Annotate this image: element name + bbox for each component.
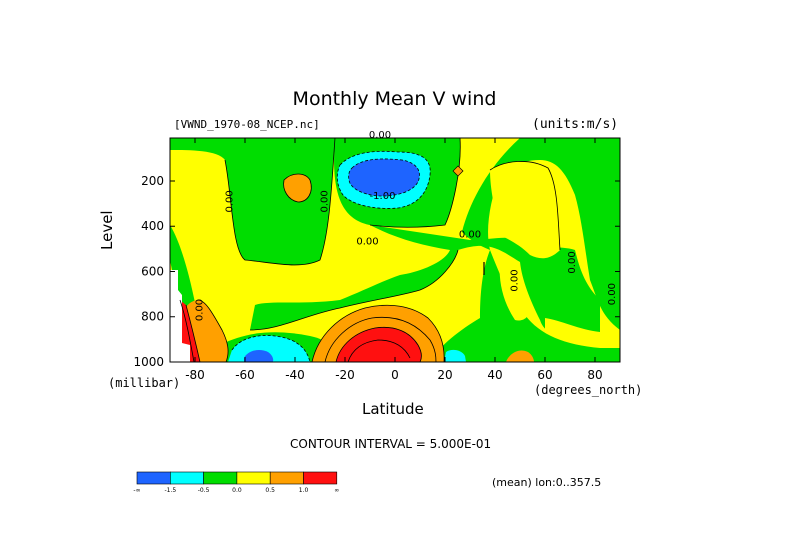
colorbar-label: -0.5 bbox=[198, 487, 210, 494]
colorbar: -∞ -1.5 -0.5 0.0 0.5 1.0 ∞ bbox=[133, 471, 339, 494]
contour-label: 0.00 bbox=[369, 130, 391, 141]
x-tick-label: -20 bbox=[335, 368, 355, 382]
colorbar-swatch bbox=[303, 471, 338, 485]
x-tick-label: 80 bbox=[587, 368, 602, 382]
axes: -80 -60 -40 -20 0 20 40 60 80 200 400 600 800 1000 bbox=[133, 138, 620, 382]
x-tick-label: 60 bbox=[537, 368, 552, 382]
green-band-south bbox=[170, 138, 335, 265]
green-band-north bbox=[462, 138, 620, 330]
y-axis-unit: (millibar) bbox=[108, 376, 181, 390]
colorbar-swatch bbox=[269, 471, 304, 485]
yellow-patch-low-north bbox=[545, 318, 600, 345]
y-tick-label: 600 bbox=[141, 264, 164, 278]
colorbar-swatch bbox=[203, 471, 238, 485]
yellow-patch-mid-north bbox=[499, 262, 529, 321]
colorbar-label: 0.0 bbox=[232, 487, 242, 494]
green-band-mid bbox=[250, 225, 600, 342]
y-tick-label: 800 bbox=[141, 310, 164, 324]
orange-north-lower bbox=[506, 350, 534, 362]
contour-label: -1.00 bbox=[370, 191, 396, 202]
contour-label: 0.00 bbox=[607, 283, 618, 305]
colorbar-label: 0.5 bbox=[265, 487, 275, 494]
x-tick-label: -80 bbox=[185, 368, 205, 382]
contour-label: 0.00 bbox=[320, 190, 331, 212]
orange-southern-upper bbox=[283, 174, 312, 202]
mean-info-text: (mean) lon:0..357.5 bbox=[492, 476, 602, 489]
chart-title: Monthly Mean V wind bbox=[292, 88, 497, 110]
y-tick-label: 200 bbox=[141, 174, 164, 188]
contour-lines bbox=[179, 138, 561, 362]
contour-interval-text: CONTOUR INTERVAL = 5.000E-01 bbox=[290, 437, 492, 451]
missing-data-polar bbox=[170, 270, 182, 362]
colorbar-swatch bbox=[136, 471, 171, 485]
contour-label-layer: 0.00 -1.00 0.00 0.00 0.00 0.00 0.00 0.00 0.00 0.0… bbox=[195, 130, 619, 321]
contour-label: 0.00 bbox=[225, 190, 236, 212]
green-band-north-lower bbox=[430, 250, 620, 362]
blue-southern-lower bbox=[244, 350, 274, 362]
red-tropical-lower bbox=[336, 327, 422, 362]
colorbar-label: -∞ bbox=[133, 487, 140, 494]
colorbar-swatch bbox=[170, 471, 204, 485]
x-tick-label: -60 bbox=[235, 368, 255, 382]
y-tick-label: 400 bbox=[141, 219, 164, 233]
blue-upper-tropics bbox=[348, 158, 420, 196]
contour-label: 0.00 bbox=[459, 230, 481, 241]
cyan-northern-lower bbox=[444, 349, 466, 362]
y-tick-label: 1000 bbox=[133, 355, 164, 369]
contour-label: 0.00 bbox=[195, 299, 206, 321]
contour-label: 0.00 bbox=[510, 269, 521, 291]
x-tick-label: 40 bbox=[487, 368, 502, 382]
x-tick-label: 20 bbox=[437, 368, 452, 382]
units-label: (units:m/s) bbox=[532, 117, 619, 132]
contour-label: 0.00 bbox=[356, 236, 378, 247]
x-tick-label: -40 bbox=[285, 368, 305, 382]
dataset-label: [VWND_1970-08_NCEP.nc] bbox=[174, 118, 320, 131]
x-axis-unit: (degrees_north) bbox=[534, 383, 643, 397]
colorbar-swatch bbox=[236, 471, 271, 485]
contour-label: 0.00 bbox=[567, 251, 578, 273]
x-axis-label: Latitude bbox=[362, 400, 424, 418]
colorbar-label: ∞ bbox=[334, 487, 339, 494]
yellow-patch-north bbox=[490, 161, 560, 259]
small-positive-marker bbox=[452, 165, 464, 177]
missing-data-polar-low bbox=[170, 340, 190, 362]
colorbar-label: 1.0 bbox=[299, 487, 309, 494]
contour-field bbox=[170, 138, 620, 362]
x-tick-label: 0 bbox=[391, 368, 399, 382]
colorbar-label: -1.5 bbox=[164, 487, 176, 494]
